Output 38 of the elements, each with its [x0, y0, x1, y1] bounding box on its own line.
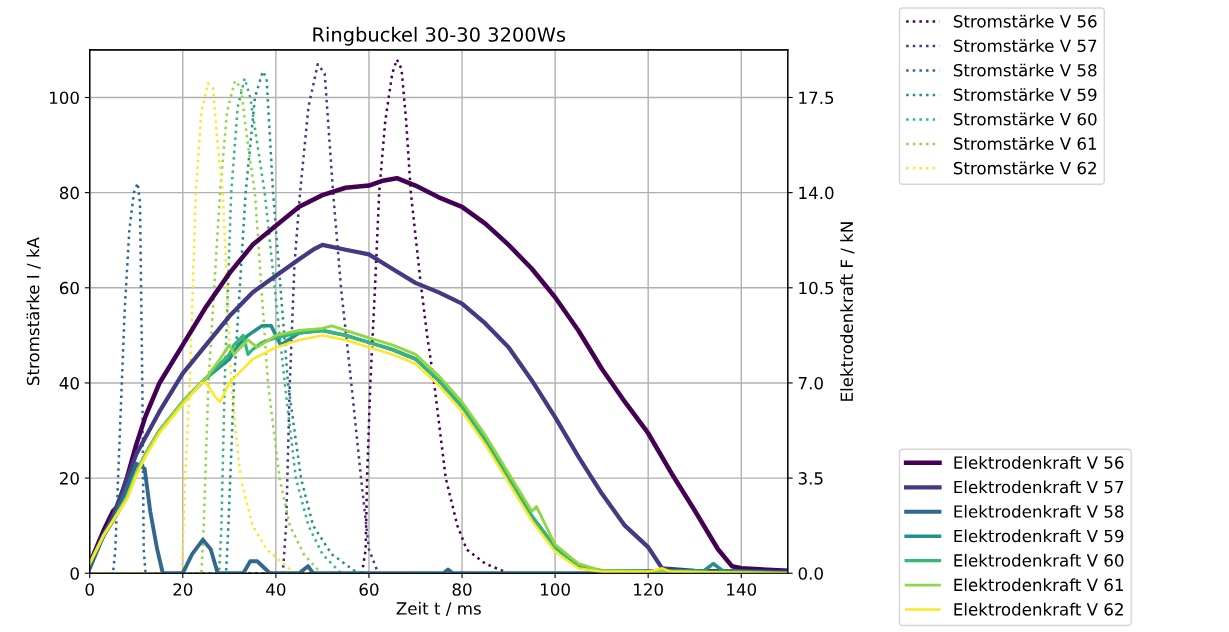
y-tick-label: 100	[50, 91, 79, 105]
y2-tick-label: 10.5	[799, 281, 834, 295]
legend-label: Stromstärke V 62	[953, 161, 1096, 175]
legend-label: Elektrodenkraft V 61	[954, 578, 1123, 592]
y-tick-label: 0	[70, 567, 79, 580]
legend-label: Elektrodenkraft V 58	[954, 504, 1124, 518]
x-axis-title: Zeit t / ms	[396, 601, 481, 617]
y-axis-title: Stromstärke I / kA	[26, 237, 41, 386]
y2-tick-label: 17.5	[799, 91, 834, 105]
y-tick-label: 80	[59, 186, 79, 200]
y-tick-label: 60	[59, 281, 79, 295]
x-tick-label: 120	[634, 583, 663, 596]
legend-label: Elektrodenkraft V 62	[954, 602, 1123, 616]
x-tick-label: 100	[541, 583, 570, 596]
x-tick-label: 140	[727, 583, 757, 596]
legend-label: Elektrodenkraft V 60	[954, 553, 1124, 567]
legend-label: Stromstärke V 61	[953, 137, 1097, 150]
y-tick-label: 40	[59, 376, 79, 390]
legend-label: Elektrodenkraft V 56	[954, 455, 1124, 469]
legend-label: Elektrodenkraft V 57	[954, 480, 1124, 494]
y2-tick-label: 3.5	[798, 472, 823, 485]
legend-label: Stromstärke V 59	[953, 88, 1097, 102]
legend-label: Elektrodenkraft V 59	[954, 529, 1124, 543]
y2-axis-title: Elektrodenkraft F / kN	[840, 222, 855, 401]
y2-tick-label: 7.0	[798, 376, 823, 390]
x-tick-label: 0	[85, 583, 94, 596]
x-tick-label: 40	[266, 583, 286, 596]
y2-tick-label: 14.0	[799, 186, 834, 200]
chart-title: Ringbuckel 30-30 3200Ws	[313, 26, 566, 46]
x-tick-label: 80	[452, 583, 472, 596]
legend-label: Stromstärke V 58	[953, 63, 1097, 77]
legend-label: Stromstärke V 57	[953, 39, 1097, 53]
y-tick-label: 20	[60, 472, 79, 485]
y2-tick-label: 0.0	[798, 567, 823, 580]
x-tick-label: 60	[359, 583, 379, 596]
x-tick-label: 20	[173, 583, 193, 596]
legend-label: Stromstärke V 60	[953, 112, 1097, 126]
legend-label: Stromstärke V 56	[953, 14, 1097, 28]
